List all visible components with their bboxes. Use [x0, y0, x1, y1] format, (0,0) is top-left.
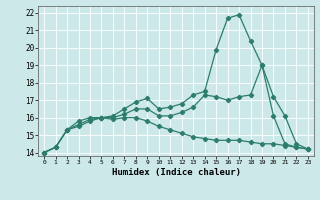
X-axis label: Humidex (Indice chaleur): Humidex (Indice chaleur)	[111, 168, 241, 177]
